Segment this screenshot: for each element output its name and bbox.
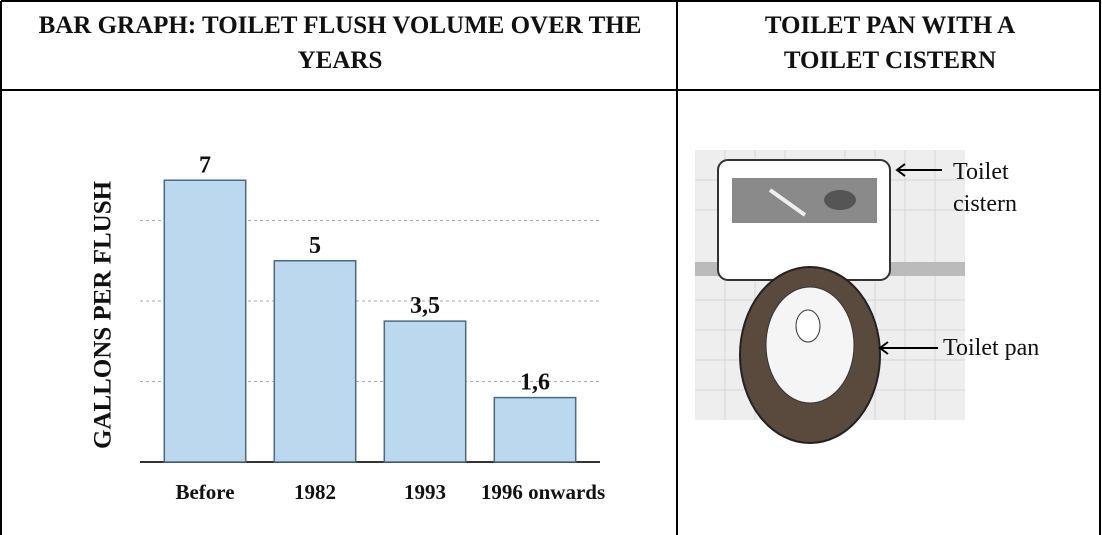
toilet-sketch bbox=[695, 150, 965, 443]
header: BAR GRAPH: TOILET FLUSH VOLUME OVER THE … bbox=[20, 8, 660, 78]
x-tick-label: 1993 bbox=[404, 480, 446, 504]
x-tick-label: Before bbox=[175, 480, 234, 504]
document: GALLONS PER FLUSH Before 7 1982 5 1993 3,5 1996… bbox=[0, 0, 1102, 535]
y-axis-label: GALLONS PER FLUSH bbox=[90, 180, 117, 449]
x-tick-label: 1996 onwards bbox=[481, 480, 605, 504]
drain bbox=[796, 310, 820, 342]
bar bbox=[274, 261, 355, 462]
value-label: 3,5 bbox=[410, 293, 440, 319]
image-label: Toilet cistern bbox=[953, 156, 1043, 220]
value-label: 7 bbox=[199, 152, 211, 178]
page: GALLONS PER FLUSH Before 7 1982 5 1993 3,5 1996… bbox=[0, 0, 1102, 535]
value-label: 1,6 bbox=[520, 370, 550, 396]
value-label: 5 bbox=[309, 233, 321, 259]
header: TOILET PAN WITH A TOILET CISTERN bbox=[730, 8, 1050, 78]
bar bbox=[384, 321, 465, 462]
bar bbox=[494, 398, 575, 462]
bowl bbox=[766, 287, 854, 403]
image-label: Toilet pan bbox=[943, 332, 1093, 364]
bar bbox=[164, 180, 245, 462]
float bbox=[824, 190, 856, 210]
x-tick-label: 1982 bbox=[294, 480, 336, 504]
